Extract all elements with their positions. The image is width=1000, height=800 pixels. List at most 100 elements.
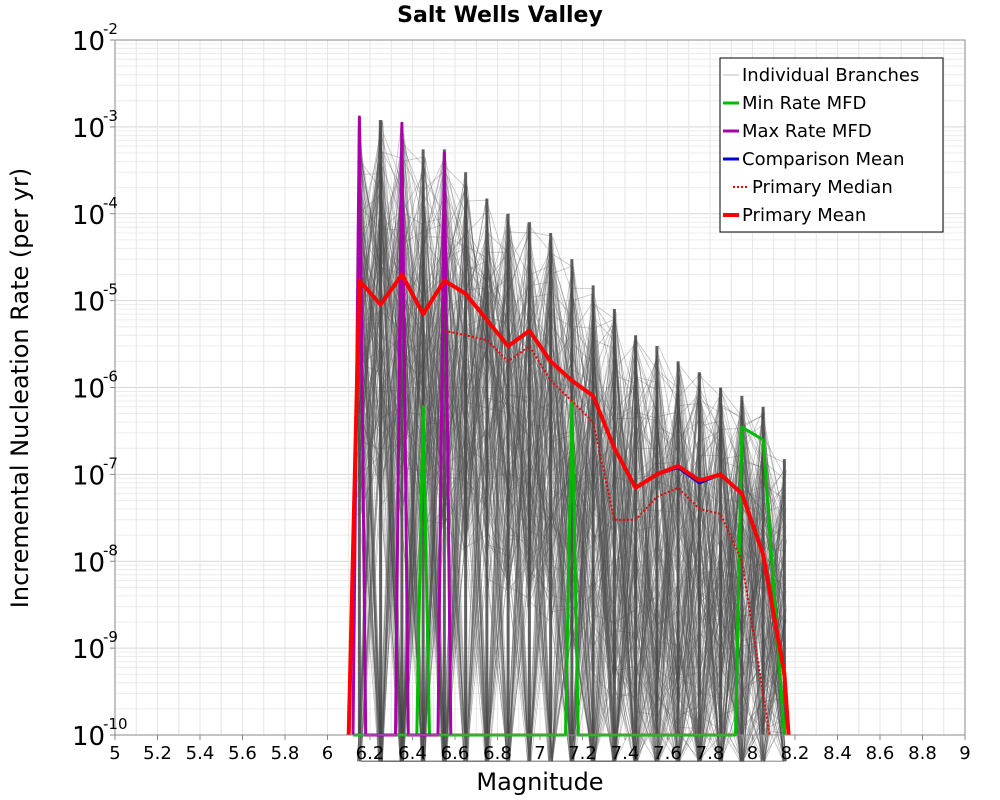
chart-title: Salt Wells Valley <box>397 3 603 28</box>
y-tick-label-exp: -5 <box>103 281 118 299</box>
series-line-primary-mean <box>346 272 791 736</box>
y-axis-label: Incremental Nucleation Rate (per yr) <box>6 168 34 608</box>
x-tick-label: 7.4 <box>611 743 640 764</box>
branch-line <box>360 215 786 762</box>
legend-item: Primary Mean <box>723 205 866 226</box>
y-tick-label-base: 10 <box>72 201 105 231</box>
x-tick-label: 5 <box>109 743 120 764</box>
x-tick-label: 5.8 <box>271 743 300 764</box>
y-tick-label-exp: -4 <box>103 194 118 212</box>
legend-label: Primary Median <box>752 177 893 198</box>
legend-label: Individual Branches <box>742 65 919 86</box>
branch-line <box>357 196 783 762</box>
branch-line <box>358 161 786 718</box>
branch-line <box>359 128 783 762</box>
branch-line <box>360 192 786 762</box>
legend-label: Max Rate MFD <box>742 121 872 142</box>
branch-line <box>359 128 785 762</box>
legend-item: Min Rate MFD <box>723 93 866 114</box>
branch-line <box>357 158 785 762</box>
branch-line <box>357 208 786 762</box>
y-tick-label-exp: -7 <box>103 454 118 472</box>
branch-line <box>356 231 784 762</box>
legend-item: Max Rate MFD <box>723 121 872 142</box>
x-tick-label: 6.2 <box>356 743 385 764</box>
legend-label: Comparison Mean <box>742 149 905 170</box>
series-line-primary-median <box>444 329 771 736</box>
y-tick-label-base: 10 <box>72 375 105 405</box>
x-tick-label: 8 <box>747 743 758 764</box>
branch-line <box>357 183 786 762</box>
x-tick-label: 5.6 <box>228 743 257 764</box>
y-tick: 10-6 <box>72 368 118 405</box>
y-tick-label-exp: -9 <box>103 628 118 646</box>
branch-line <box>357 242 786 762</box>
branch-line <box>358 334 786 762</box>
branch-line <box>360 278 785 762</box>
branch-line <box>360 142 786 762</box>
x-tick-label: 6.6 <box>441 743 470 764</box>
x-axis-label: Magnitude <box>476 768 603 796</box>
y-tick: 10-9 <box>72 628 118 665</box>
y-tick: 10-7 <box>72 454 118 491</box>
x-tick-label: 8.8 <box>908 743 937 764</box>
branch-line <box>360 180 785 762</box>
x-tick-label: 8.4 <box>823 743 852 764</box>
branch-line <box>358 235 785 763</box>
branch-line <box>359 157 787 762</box>
y-tick-label-exp: -8 <box>103 541 118 559</box>
y-tick-label-base: 10 <box>72 461 105 491</box>
branch-line <box>359 211 786 762</box>
branch-line <box>358 169 785 762</box>
x-tick-label: 8.6 <box>866 743 895 764</box>
x-tick-label: 7 <box>534 743 545 764</box>
branch-line <box>357 260 784 762</box>
y-tick: 10-8 <box>72 541 118 578</box>
branch-line <box>359 279 784 762</box>
y-tick-label-base: 10 <box>72 114 105 144</box>
y-tick-label-exp: -6 <box>103 368 118 386</box>
x-tick-label: 7.2 <box>568 743 597 764</box>
branch-line <box>360 253 786 762</box>
y-tick: 10-3 <box>72 107 118 144</box>
branch-line <box>360 193 785 762</box>
legend: Individual Branches Min Rate MFD Max Rate … <box>719 57 944 233</box>
y-tick-label-base: 10 <box>72 635 105 665</box>
y-tick-label-base: 10 <box>72 548 105 578</box>
branch-line <box>360 139 786 762</box>
x-tick-label: 7.8 <box>696 743 725 764</box>
branch-line <box>358 239 785 762</box>
x-tick-label: 7.6 <box>653 743 682 764</box>
branch-line <box>359 248 784 762</box>
branch-line <box>359 145 786 762</box>
legend-item: Comparison Mean <box>723 149 905 170</box>
branch-line <box>357 204 787 763</box>
y-tick-label-exp: -3 <box>103 107 118 125</box>
legend-label: Primary Mean <box>742 205 866 226</box>
legend-label: Min Rate MFD <box>742 93 866 114</box>
branch-line <box>360 168 786 762</box>
branch-line <box>359 133 785 762</box>
y-tick: 10-5 <box>72 281 118 318</box>
branch-line <box>357 243 787 762</box>
branch-line <box>359 227 784 762</box>
branch-line <box>360 232 785 762</box>
branch-line <box>360 166 784 763</box>
series-line-max-rate-mfd <box>351 115 453 737</box>
branch-line <box>358 176 785 762</box>
branch-line <box>357 156 787 762</box>
branch-line <box>358 186 784 762</box>
branch-line <box>358 121 783 762</box>
y-tick-label-base: 10 <box>72 27 105 57</box>
x-tick-label: 5.4 <box>186 743 215 764</box>
branch-line <box>358 205 786 762</box>
x-tick-label: 8.2 <box>781 743 810 764</box>
branch-line <box>360 259 784 762</box>
x-tick-label: 9 <box>959 743 970 764</box>
grid <box>114 40 966 736</box>
x-tick-label: 6.4 <box>398 743 427 764</box>
y-tick: 10-2 <box>72 20 118 57</box>
y-tick-label-exp: -2 <box>103 20 118 38</box>
